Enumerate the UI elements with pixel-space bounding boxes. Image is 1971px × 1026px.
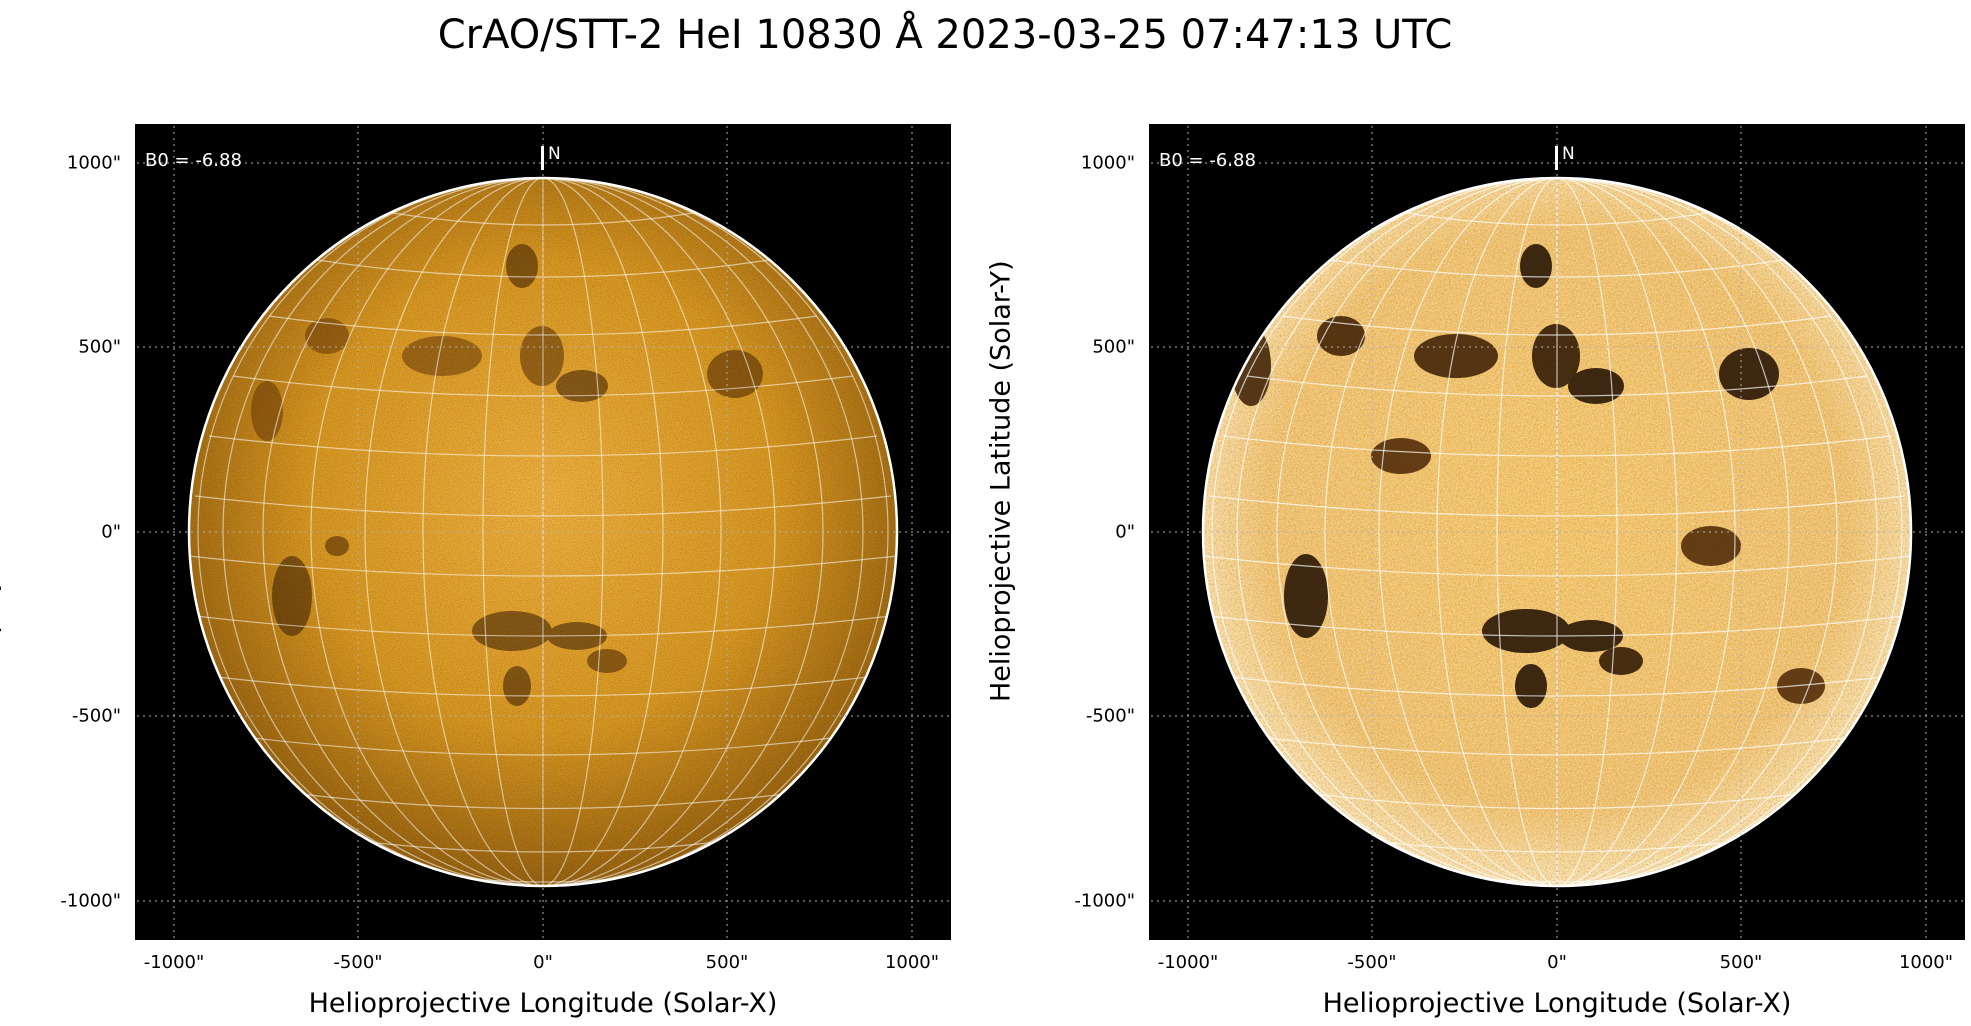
y-tick-label: -500" <box>71 705 121 727</box>
left-panel: B0 = -6.88 N 1000" 500" 0" -500" -1000" … <box>0 124 951 1019</box>
b0-label: B0 = -6.88 <box>1159 150 1256 171</box>
x-tick-label: 1000" <box>1898 952 1954 973</box>
y-tick-label: 1000" <box>1080 152 1135 174</box>
x-axis-label: Helioprojective Longitude (Solar-X) <box>308 988 778 1019</box>
x-tick-label: 0" <box>1547 952 1567 973</box>
solar-disk-left <box>137 126 949 938</box>
x-tick-label: 1000" <box>884 952 940 973</box>
y-axis-label: Helioprojective Latitude (Solar-Y) <box>985 260 1017 702</box>
y-tick-label: 500" <box>1092 336 1135 358</box>
solar-image-left: B0 = -6.88 N <box>135 124 951 940</box>
x-tick-label: 500" <box>1719 952 1763 973</box>
solar-limb <box>1201 176 1913 888</box>
figure-title: CrAO/STT-2 HeI 10830 Å 2023-03-25 07:47:… <box>437 12 1453 58</box>
y-axis-label: Helioprojective Latitude (Solar-Y) <box>0 260 3 702</box>
x-tick-label: -1000" <box>1157 952 1219 973</box>
x-tick-label: 0" <box>533 952 553 973</box>
y-tick-label: -1000" <box>1074 890 1135 912</box>
y-tick-label: 500" <box>78 336 121 358</box>
x-tick-label: -500" <box>1347 952 1397 973</box>
x-axis-label: Helioprojective Longitude (Solar-X) <box>1322 988 1792 1019</box>
y-tick-label: -1000" <box>60 890 121 912</box>
y-tick-label: -500" <box>1085 705 1135 727</box>
x-tick-label: -1000" <box>143 952 205 973</box>
x-tick-label: 500" <box>705 952 749 973</box>
north-label: N <box>1562 144 1575 164</box>
solar-limb <box>187 176 899 888</box>
north-marker <box>541 146 544 170</box>
y-tick-label: 0" <box>1115 521 1135 543</box>
north-label: N <box>548 144 561 164</box>
y-tick-label: 1000" <box>66 152 121 174</box>
solar-image-right: B0 = -6.88 N <box>1149 124 1965 940</box>
right-panel: B0 = -6.88 N 1000" 500" 0" -500" -1000" … <box>986 124 1965 1019</box>
b0-label: B0 = -6.88 <box>145 150 242 171</box>
north-marker <box>1555 146 1558 170</box>
y-tick-label: 0" <box>101 521 121 543</box>
solar-disk-right <box>1151 126 1963 938</box>
x-tick-label: -500" <box>333 952 383 973</box>
